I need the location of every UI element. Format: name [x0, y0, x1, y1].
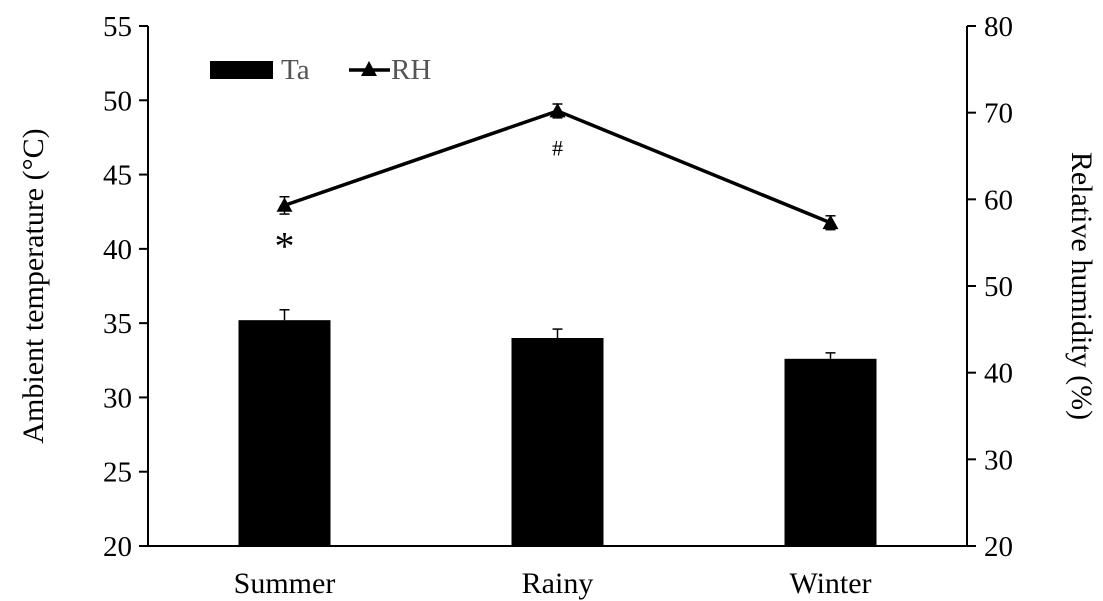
labels-group: 20 25 30 35 40 45 50 55 20 30 40 50 60 70 80 Summer Rain… — [17, 11, 1098, 600]
significance-hash: # — [552, 135, 563, 160]
right-tick-label: 80 — [984, 11, 1013, 43]
bar-rainy — [511, 338, 604, 546]
legend-ta-swatch — [210, 61, 273, 79]
category-label: Winter — [789, 567, 871, 600]
bar-winter — [784, 358, 877, 546]
left-tick-label: 25 — [103, 457, 132, 489]
significance-star: * — [275, 223, 295, 268]
left-tick-label: 55 — [103, 11, 132, 43]
y-axis-title: Ambient temperature (°C) — [17, 128, 50, 443]
category-label: Rainy — [522, 567, 594, 600]
rh-point-summer — [276, 197, 293, 212]
right-tick-label: 40 — [984, 358, 1013, 390]
rh-point-rainy — [549, 102, 566, 118]
y2-axis-title: Relative humidity (%) — [1065, 152, 1098, 420]
rh-series-line — [283, 109, 832, 225]
rh-point-winter — [822, 214, 839, 230]
left-tick-label: 40 — [103, 234, 132, 266]
right-tick-label: 50 — [984, 271, 1013, 303]
right-tick-label: 60 — [984, 184, 1013, 216]
category-label: Summer — [234, 567, 336, 600]
left-tick-label: 50 — [103, 85, 132, 117]
legend: Ta RH — [210, 54, 431, 86]
bars-group — [238, 309, 877, 546]
left-tick-label: 20 — [103, 531, 132, 563]
left-tick-label: 30 — [103, 382, 132, 414]
legend-rh-label: RH — [391, 54, 431, 86]
right-tick-label: 70 — [984, 98, 1013, 130]
line-group — [276, 102, 839, 231]
legend-ta-label: Ta — [281, 54, 310, 86]
bar-summer — [238, 320, 331, 546]
legend-rh-marker — [361, 61, 377, 76]
right-tick-label: 20 — [984, 531, 1013, 563]
right-tick-label: 30 — [984, 444, 1013, 476]
left-tick-label: 35 — [103, 308, 132, 340]
left-tick-label: 45 — [103, 160, 132, 192]
